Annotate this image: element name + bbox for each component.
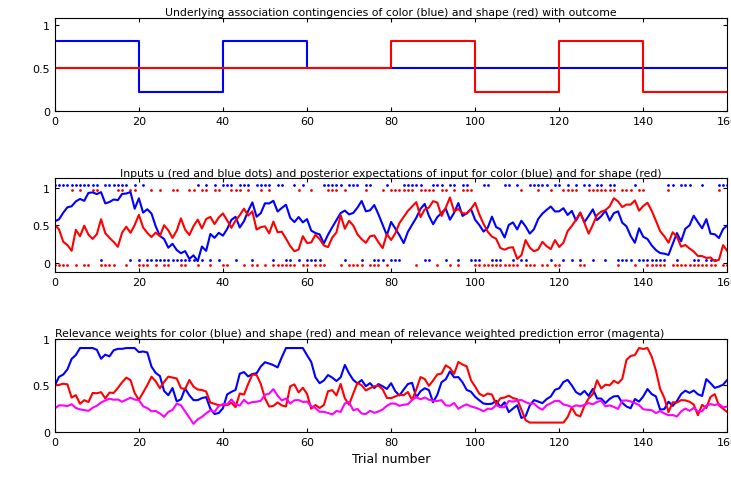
Title: Underlying association contingencies of color (blue) and shape (red) with outcom: Underlying association contingencies of … — [165, 9, 617, 18]
Title: Inputs u (red and blue dots) and posterior expectations of input for color (blue: Inputs u (red and blue dots) and posteri… — [121, 168, 662, 179]
X-axis label: Trial number: Trial number — [352, 452, 431, 465]
Text: Relevance weights for color (blue) and shape (red) and mean of relevance weighte: Relevance weights for color (blue) and s… — [55, 328, 664, 338]
